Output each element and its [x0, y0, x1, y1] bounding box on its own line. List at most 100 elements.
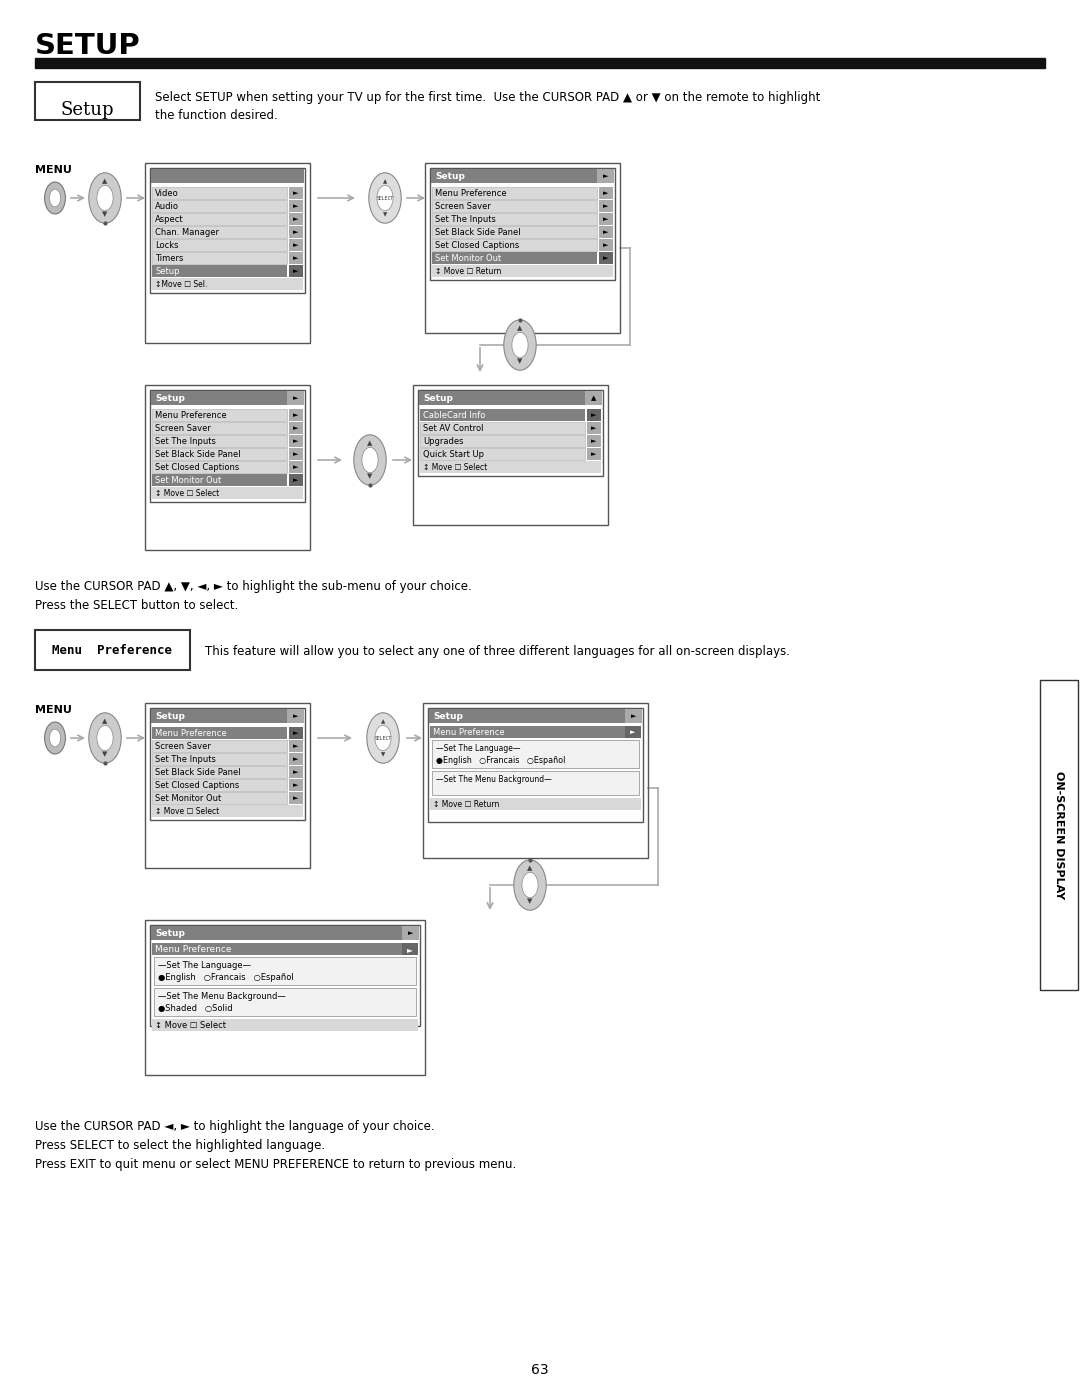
Bar [430, 726, 625, 738]
Text: ►: ► [294, 478, 299, 483]
Bar [289, 461, 303, 474]
Text: ↕ Move ☐ Return: ↕ Move ☐ Return [435, 267, 501, 277]
Bar [152, 1018, 418, 1031]
Text: Audio: Audio [156, 203, 179, 211]
Ellipse shape [362, 447, 378, 472]
Bar [289, 409, 303, 420]
Text: Setup: Setup [60, 101, 113, 119]
Ellipse shape [44, 722, 66, 754]
Text: ↕Move ☐ Sel.: ↕Move ☐ Sel. [156, 279, 207, 289]
Bar [289, 239, 303, 251]
Text: Set The Inputs: Set The Inputs [156, 437, 216, 446]
Bar [145, 163, 310, 344]
Ellipse shape [50, 189, 60, 207]
Text: ►: ► [407, 944, 413, 954]
Text: ▲: ▲ [381, 719, 386, 724]
Text: ▼: ▼ [367, 474, 373, 479]
Text: ►: ► [294, 395, 299, 401]
Bar [152, 726, 287, 739]
Bar [430, 798, 642, 810]
Bar [585, 391, 602, 405]
Text: This feature will allow you to select any one of three different languages for a: This feature will allow you to select an… [205, 644, 789, 658]
Text: Setup: Setup [435, 172, 464, 182]
Bar [418, 390, 603, 476]
Text: ▲: ▲ [527, 866, 532, 872]
Bar [432, 226, 597, 237]
Text: Setup: Setup [423, 394, 453, 402]
Bar [145, 703, 310, 868]
Text: ►: ► [604, 217, 609, 222]
Text: Set AV Control: Set AV Control [423, 425, 484, 433]
Bar [289, 187, 303, 198]
Bar [151, 926, 419, 940]
Text: ►: ► [294, 190, 299, 197]
Text: CableCard Info: CableCard Info [423, 411, 485, 420]
Bar [152, 448, 287, 460]
Bar [289, 740, 303, 752]
Text: ▼: ▼ [381, 752, 386, 757]
Text: SELECT: SELECT [376, 196, 393, 201]
Bar [625, 726, 642, 738]
Text: MENU: MENU [35, 165, 72, 175]
Bar [287, 710, 303, 724]
Bar [432, 239, 597, 251]
Text: Locks: Locks [156, 242, 178, 250]
Bar [152, 422, 287, 434]
Bar [599, 187, 613, 198]
Text: Screen Saver: Screen Saver [435, 203, 491, 211]
Text: —Set The Language—: —Set The Language— [158, 961, 251, 970]
Bar [152, 187, 287, 198]
Bar [599, 212, 613, 225]
Text: ►: ► [294, 426, 299, 432]
Bar [289, 448, 303, 460]
Text: ON-SCREEN DISPLAY: ON-SCREEN DISPLAY [1054, 771, 1064, 900]
Bar [429, 710, 642, 724]
Bar [402, 943, 418, 956]
Text: ↕ Move ☐ Select: ↕ Move ☐ Select [423, 462, 487, 472]
Text: —Set The Language—: —Set The Language— [436, 745, 521, 753]
Text: Menu Preference: Menu Preference [156, 411, 227, 420]
Bar [152, 434, 287, 447]
Bar [432, 771, 639, 795]
Text: Menu Preference: Menu Preference [435, 189, 507, 198]
Bar [432, 251, 597, 264]
Bar [402, 926, 419, 940]
Text: ►: ► [294, 229, 299, 236]
Text: ►: ► [632, 714, 637, 719]
Ellipse shape [368, 173, 401, 224]
Text: Setup: Setup [156, 929, 185, 937]
Ellipse shape [89, 712, 121, 763]
Text: ►: ► [294, 782, 299, 788]
Bar [289, 474, 303, 486]
Bar [432, 200, 597, 212]
Bar [151, 391, 303, 405]
Text: ►: ► [294, 770, 299, 775]
Text: Set Black Side Panel: Set Black Side Panel [156, 768, 241, 777]
Text: ▲: ▲ [383, 179, 387, 184]
Bar [289, 226, 303, 237]
Bar [432, 212, 597, 225]
Bar [599, 200, 613, 212]
Text: ►: ► [592, 426, 596, 432]
Bar [154, 988, 416, 1016]
Bar [588, 434, 600, 447]
Bar [426, 163, 620, 332]
Text: Set Closed Captions: Set Closed Captions [435, 242, 519, 250]
Bar [150, 168, 305, 293]
Text: Screen Saver: Screen Saver [156, 742, 211, 752]
Bar [289, 726, 303, 739]
Text: Menu  Preference: Menu Preference [53, 644, 173, 658]
Text: Menu Preference: Menu Preference [156, 729, 227, 738]
Text: ►: ► [631, 729, 636, 735]
Text: Set Black Side Panel: Set Black Side Panel [156, 450, 241, 460]
Text: Set The Inputs: Set The Inputs [435, 215, 496, 224]
Text: ●English   ○Francais   ○Español: ●English ○Francais ○Español [436, 756, 565, 766]
Text: ►: ► [604, 243, 609, 249]
Bar [152, 409, 287, 420]
Bar [289, 200, 303, 212]
Bar [152, 239, 287, 251]
Bar [152, 753, 287, 766]
Ellipse shape [367, 712, 400, 763]
Text: ►: ► [604, 204, 609, 210]
Text: ►: ► [592, 439, 596, 444]
